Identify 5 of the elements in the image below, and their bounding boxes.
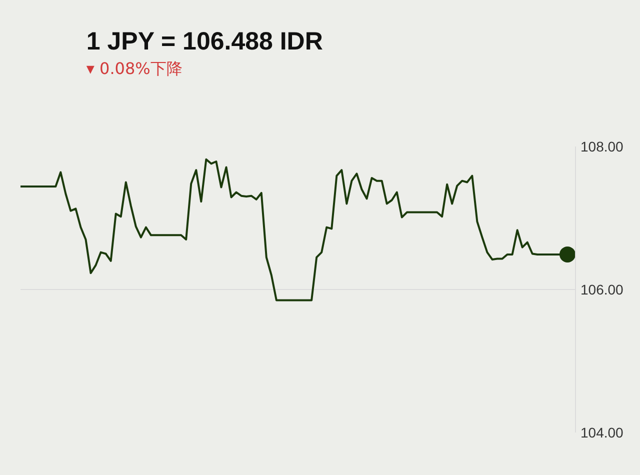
y-tick-label: 106.00 — [580, 282, 624, 298]
chart-subtitle: ▾ 0.08%下降 — [86, 59, 182, 78]
y-tick-label: 108.00 — [580, 138, 624, 154]
y-tick-label: 104.00 — [580, 424, 624, 440]
chart-title: 1 JPY = 106.488 IDR — [86, 28, 323, 56]
